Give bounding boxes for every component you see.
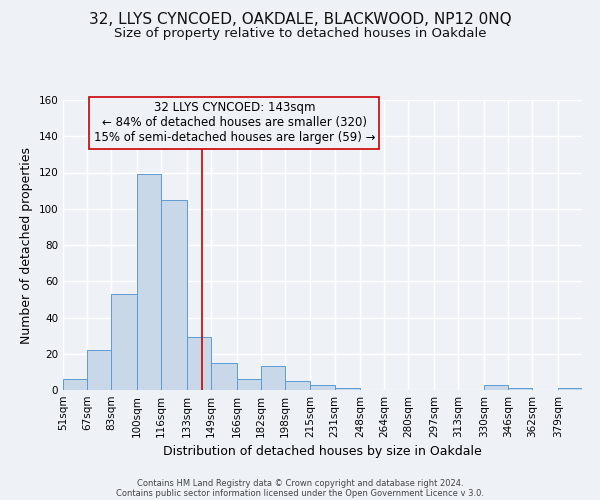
Bar [63,379,87,390]
Text: Contains public sector information licensed under the Open Government Licence v : Contains public sector information licen… [116,488,484,498]
Bar [508,388,532,390]
Bar [87,350,111,390]
Text: Contains HM Land Registry data © Crown copyright and database right 2024.: Contains HM Land Registry data © Crown c… [137,478,463,488]
Bar [260,366,285,390]
Bar [211,363,236,390]
Bar [285,381,310,390]
Bar [161,200,187,390]
Bar [111,294,137,390]
Bar [310,384,335,390]
Bar [236,379,260,390]
Bar [335,388,360,390]
Bar [558,388,582,390]
Text: 32, LLYS CYNCOED, OAKDALE, BLACKWOOD, NP12 0NQ: 32, LLYS CYNCOED, OAKDALE, BLACKWOOD, NP… [89,12,511,28]
X-axis label: Distribution of detached houses by size in Oakdale: Distribution of detached houses by size … [163,446,482,458]
Bar [137,174,161,390]
Text: 32 LLYS CYNCOED: 143sqm
← 84% of detached houses are smaller (320)
15% of semi-d: 32 LLYS CYNCOED: 143sqm ← 84% of detache… [94,102,375,144]
Text: Size of property relative to detached houses in Oakdale: Size of property relative to detached ho… [114,28,486,40]
Bar [187,338,211,390]
Bar [484,384,508,390]
Y-axis label: Number of detached properties: Number of detached properties [20,146,33,344]
